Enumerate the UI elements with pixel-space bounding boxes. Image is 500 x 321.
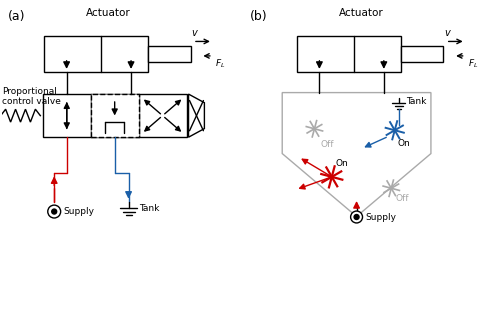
Text: Tank: Tank — [140, 204, 160, 213]
Polygon shape — [188, 94, 204, 137]
Polygon shape — [282, 92, 431, 216]
Bar — [44, 36, 148, 72]
Text: Tank: Tank — [406, 97, 426, 106]
Text: v: v — [192, 29, 198, 39]
Bar — [401, 46, 444, 62]
Circle shape — [48, 205, 60, 218]
Text: Off: Off — [395, 194, 408, 203]
Text: (a): (a) — [8, 10, 25, 23]
Bar — [297, 36, 401, 72]
Text: Off: Off — [320, 140, 334, 149]
Text: $F_L$: $F_L$ — [468, 58, 478, 70]
Circle shape — [52, 209, 57, 214]
Text: Proportional
control valve: Proportional control valve — [2, 87, 61, 106]
Text: (b): (b) — [250, 10, 268, 23]
Circle shape — [354, 214, 359, 220]
Bar — [43, 94, 187, 137]
Text: Actuator: Actuator — [339, 8, 384, 18]
Text: Actuator: Actuator — [86, 8, 131, 18]
Text: On: On — [336, 159, 348, 168]
Bar — [90, 94, 138, 137]
Text: Supply: Supply — [365, 213, 396, 221]
Bar — [148, 46, 190, 62]
Text: On: On — [398, 139, 410, 148]
Text: $F_L$: $F_L$ — [215, 58, 225, 70]
Text: v: v — [444, 29, 450, 39]
Circle shape — [350, 211, 362, 223]
Text: Supply: Supply — [63, 207, 94, 216]
